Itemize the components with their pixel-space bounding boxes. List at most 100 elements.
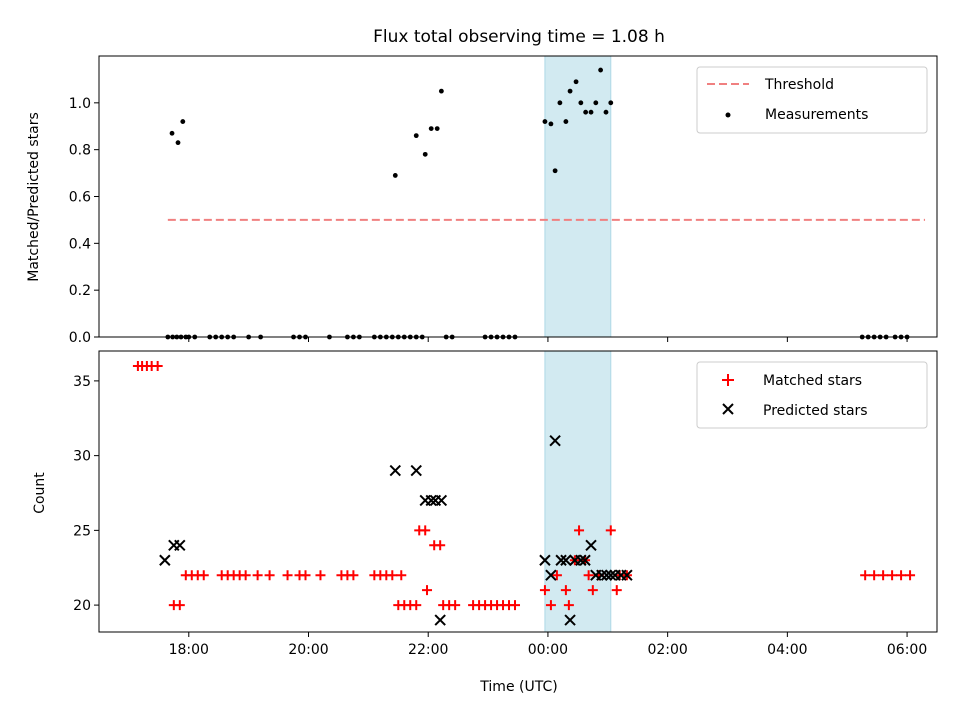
y-tick-label: 30 — [73, 449, 91, 465]
matched-star-point — [539, 585, 550, 596]
matched-star-point — [611, 585, 622, 596]
predicted-star-point — [539, 554, 551, 566]
measurement-point — [548, 121, 554, 127]
y-tick-label: 1.0 — [69, 96, 91, 112]
measurement-point — [578, 100, 584, 106]
matched-star-point — [896, 570, 907, 581]
legend-predicted-label: Predicted stars — [763, 403, 868, 419]
x-tick-label: 00:00 — [528, 642, 568, 658]
y-tick-label: 0.2 — [69, 283, 91, 299]
measurement-point — [552, 168, 558, 174]
matched-star-point — [605, 525, 616, 536]
legend-matched-swatch — [722, 374, 734, 386]
matched-star-point — [252, 570, 263, 581]
measurement-point — [392, 173, 398, 178]
matched-star-point — [420, 525, 431, 536]
measurement-point — [434, 126, 440, 131]
predicted-star-point — [585, 539, 597, 552]
predicted-star-point — [555, 554, 567, 566]
measurement-point — [180, 119, 186, 124]
legend-measurements-label: Measurements — [765, 107, 868, 123]
count-panel: 20 25 30 35 18:00 20:00 22:00 00:00 02:00 04:00 06… — [73, 350, 938, 658]
bottom-legend-frame — [696, 361, 928, 429]
bottom-y-axis-label: Count — [32, 472, 48, 514]
matched-star-point — [450, 600, 461, 611]
observing-interval-shade — [544, 350, 612, 633]
predicted-star-point — [621, 569, 633, 581]
y-tick-label: 0.0 — [69, 330, 91, 346]
x-tick-label: 22:00 — [408, 642, 448, 658]
measurement-point — [563, 119, 569, 124]
x-tick-label: 02:00 — [647, 642, 687, 658]
measurement-point — [422, 151, 428, 157]
matched-star-point — [551, 570, 562, 581]
matched-star-point — [583, 570, 594, 581]
measurement-point — [603, 109, 609, 115]
ratio-panel: 0.0 0.2 0.4 0.6 0.8 1.0 — [69, 55, 938, 346]
top-legend-frame — [696, 66, 928, 134]
matched-star-point — [510, 600, 521, 611]
matched-star-point — [435, 540, 446, 551]
x-tick-label: 20:00 — [288, 642, 328, 658]
axes-frame — [98, 350, 938, 633]
matched-star-point — [587, 585, 598, 596]
x-axis-label: Time (UTC) — [479, 679, 557, 695]
measurement-point — [583, 109, 589, 115]
x-tick-label: 06:00 — [887, 642, 927, 658]
measurement-point — [567, 88, 573, 94]
predicted-star-point — [605, 569, 617, 581]
measurement-point — [175, 140, 181, 146]
y-tick-label: 35 — [73, 374, 91, 390]
measurement-point — [598, 67, 604, 73]
measurement-point — [588, 109, 594, 115]
predicted-star-point — [410, 464, 422, 477]
observing-interval-shade — [544, 55, 612, 338]
matched-star-point — [545, 600, 556, 611]
matched-star-point — [264, 570, 275, 581]
predicted-star-point — [549, 434, 561, 447]
measurement-point — [557, 100, 563, 106]
measurement-point — [438, 88, 444, 94]
matched-star-point — [560, 585, 571, 596]
top-legend: Threshold Measurements — [696, 66, 928, 134]
y-tick-label: 0.8 — [69, 143, 91, 159]
bottom-legend: Matched stars Predicted stars — [696, 361, 928, 429]
predicted-star-point — [435, 494, 448, 507]
predicted-star-point — [434, 614, 446, 626]
matched-star-point — [878, 570, 889, 581]
matched-star-point — [282, 570, 293, 581]
matched-star-point — [905, 570, 916, 581]
matched-star-point — [152, 360, 163, 371]
axes-frame — [98, 55, 938, 338]
top-y-axis-label: Matched/Predicted stars — [26, 112, 42, 282]
measurement-point — [542, 119, 548, 124]
predicted-star-point — [174, 539, 186, 552]
measurement-point — [413, 133, 419, 139]
matched-star-point — [411, 600, 422, 611]
matched-star-point — [387, 570, 398, 581]
matched-star-point — [869, 570, 880, 581]
predicted-star-point — [579, 554, 591, 566]
matched-star-point — [887, 570, 898, 581]
matched-star-point — [574, 525, 585, 536]
matched-star-point — [396, 570, 407, 581]
y-tick-label: 25 — [73, 523, 91, 539]
predicted-star-point — [600, 569, 613, 581]
measurement-point — [169, 130, 175, 136]
matched-star-point — [860, 570, 871, 581]
matched-star-point — [315, 570, 326, 581]
y-tick-label: 0.6 — [69, 190, 91, 206]
matched-star-point — [563, 600, 574, 611]
predicted-star-point — [545, 569, 557, 581]
measurement-point — [428, 126, 434, 131]
matched-star-point — [348, 570, 359, 581]
predicted-star-point — [575, 554, 587, 566]
predicted-star-point — [389, 464, 402, 477]
matched-star-point — [240, 570, 251, 581]
legend-predicted-swatch — [722, 403, 734, 415]
legend-matched-label: Matched stars — [763, 373, 862, 389]
y-tick-label: 0.4 — [69, 236, 91, 252]
predicted-star-point — [560, 554, 572, 566]
measurement-point — [593, 100, 599, 106]
